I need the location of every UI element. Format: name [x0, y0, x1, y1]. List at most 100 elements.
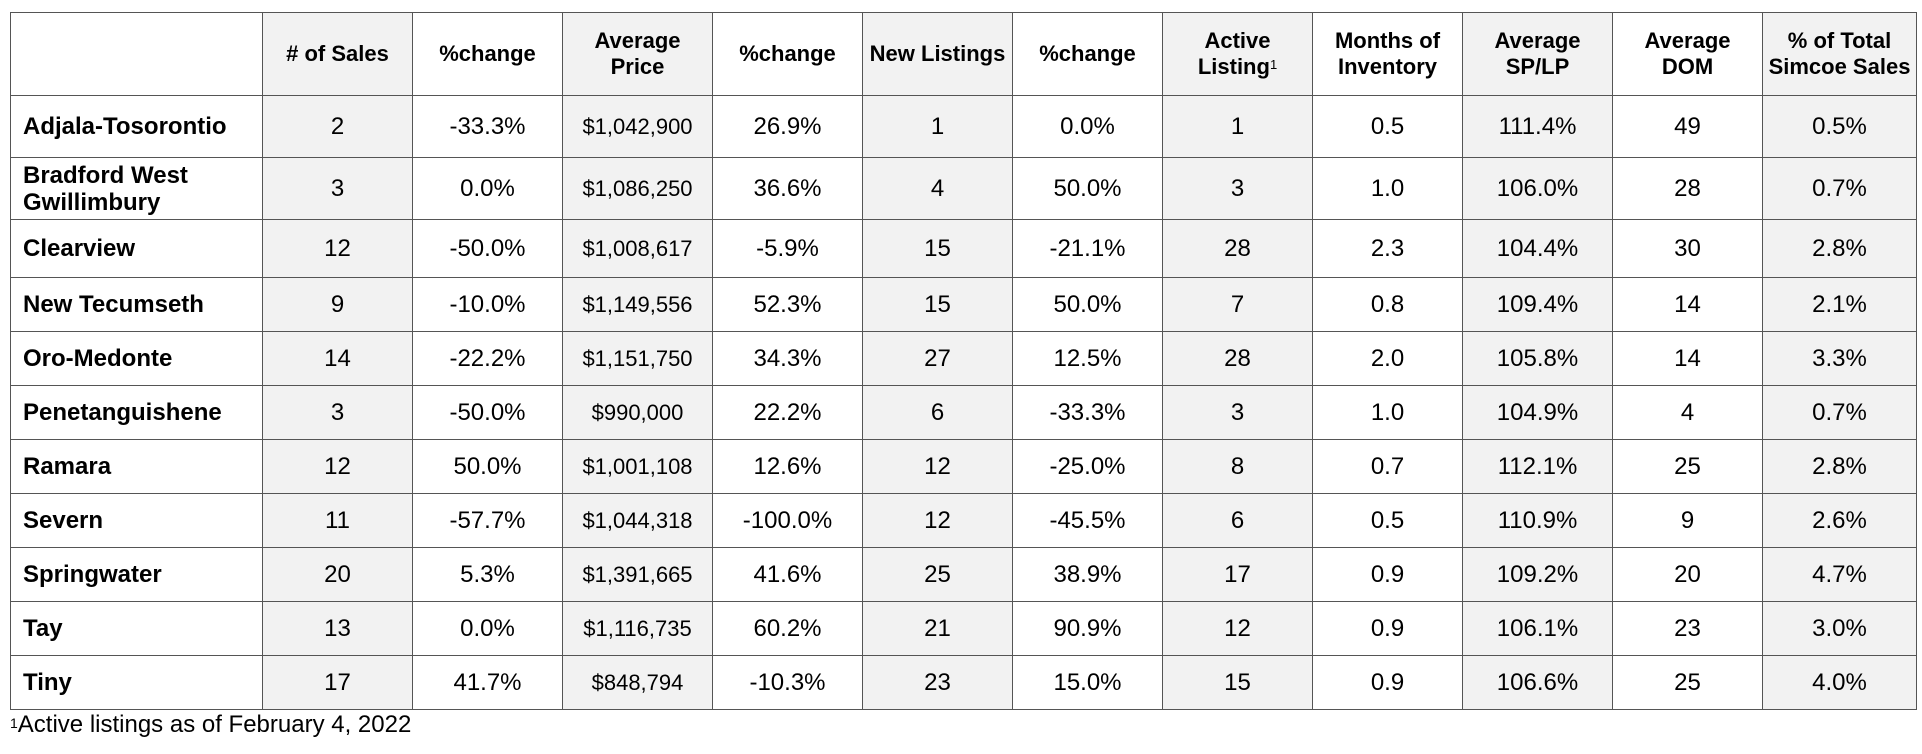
table-row: Clearview 12 -50.0% $1,008,617 -5.9% 15 -21.1%… [10, 219, 1917, 278]
cell-active-listings: 6 [1162, 493, 1313, 548]
cell-average-price: $848,794 [562, 655, 713, 710]
cell-average-dom: 14 [1612, 277, 1763, 332]
table-row: Springwater 20 5.3% $1,391,665 41.6% 25 38.9% 1… [10, 547, 1917, 602]
cell-active-listings: 3 [1162, 157, 1313, 220]
cell-pct-total-sales: 2.6% [1762, 493, 1917, 548]
cell-price-change: 12.6% [712, 439, 863, 494]
cell-listings-change: 50.0% [1012, 277, 1163, 332]
header-row: # of Sales %change Average Price %change… [10, 12, 1917, 96]
cell-average-dom: 14 [1612, 331, 1763, 386]
cell-new-listings: 6 [862, 385, 1013, 440]
cell-pct-total-sales: 4.0% [1762, 655, 1917, 710]
table-row: Severn 11 -57.7% $1,044,318 -100.0% 12 -45.5% 6… [10, 493, 1917, 548]
cell-average-dom: 49 [1612, 95, 1763, 158]
cell-price-change: 34.3% [712, 331, 863, 386]
cell-active-listings: 1 [1162, 95, 1313, 158]
header-active-listing: Active Listing1 [1162, 12, 1313, 96]
simcoe-sales-table: # of Sales %change Average Price %change… [10, 12, 1917, 710]
table-container: # of Sales %change Average Price %change… [10, 12, 1917, 710]
cell-price-change: 41.6% [712, 547, 863, 602]
cell-sales-change: 0.0% [412, 157, 563, 220]
header-average-price: Average Price [562, 12, 713, 96]
table-body: Adjala-Tosorontio 2 -33.3% $1,042,900 26.9% 1… [10, 95, 1917, 710]
cell-average-splp: 111.4% [1462, 95, 1613, 158]
cell-num-sales: 12 [262, 219, 413, 278]
cell-region-name: New Tecumseth [10, 277, 263, 332]
header-num-sales: # of Sales [262, 12, 413, 96]
cell-price-change: -10.3% [712, 655, 863, 710]
cell-region-name: Tiny [10, 655, 263, 710]
table-row: Penetanguishene 3 -50.0% $990,000 22.2% 6 -33.… [10, 385, 1917, 440]
cell-months-inventory: 0.7 [1312, 439, 1463, 494]
cell-average-splp: 112.1% [1462, 439, 1613, 494]
cell-average-price: $1,042,900 [562, 95, 713, 158]
cell-region-name: Springwater [10, 547, 263, 602]
header-average-splp: Average SP/LP [1462, 12, 1613, 96]
table-row: Oro-Medonte 14 -22.2% $1,151,750 34.3% 27 12.5… [10, 331, 1917, 386]
footnote: 1Active listings as of February 4, 2022 [10, 710, 411, 740]
cell-new-listings: 12 [862, 493, 1013, 548]
cell-months-inventory: 1.0 [1312, 157, 1463, 220]
cell-average-price: $1,086,250 [562, 157, 713, 220]
cell-new-listings: 12 [862, 439, 1013, 494]
footnote-text: Active listings as of February 4, 2022 [17, 711, 412, 738]
cell-sales-change: -50.0% [412, 219, 563, 278]
cell-average-splp: 104.4% [1462, 219, 1613, 278]
header-blank [10, 12, 263, 96]
cell-price-change: 52.3% [712, 277, 863, 332]
cell-new-listings: 1 [862, 95, 1013, 158]
header-listings-change: %change [1012, 12, 1163, 96]
cell-active-listings: 7 [1162, 277, 1313, 332]
cell-sales-change: -50.0% [412, 385, 563, 440]
cell-active-listings: 12 [1162, 601, 1313, 656]
cell-pct-total-sales: 0.5% [1762, 95, 1917, 158]
cell-active-listings: 28 [1162, 219, 1313, 278]
table-row: Bradford West Gwillimbury 3 0.0% $1,086,250… [10, 157, 1917, 220]
header-pct-total-sales: % of Total Simcoe Sales [1762, 12, 1917, 96]
cell-new-listings: 15 [862, 219, 1013, 278]
cell-average-dom: 9 [1612, 493, 1763, 548]
cell-average-dom: 28 [1612, 157, 1763, 220]
cell-average-price: $1,149,556 [562, 277, 713, 332]
cell-sales-change: -10.0% [412, 277, 563, 332]
cell-num-sales: 17 [262, 655, 413, 710]
cell-price-change: 60.2% [712, 601, 863, 656]
cell-months-inventory: 0.5 [1312, 493, 1463, 548]
header-active-listing-label: Active Listing [1197, 28, 1271, 79]
cell-num-sales: 3 [262, 157, 413, 220]
cell-pct-total-sales: 4.7% [1762, 547, 1917, 602]
cell-pct-total-sales: 2.1% [1762, 277, 1917, 332]
cell-pct-total-sales: 2.8% [1762, 439, 1917, 494]
cell-months-inventory: 0.9 [1312, 601, 1463, 656]
cell-months-inventory: 0.9 [1312, 547, 1463, 602]
cell-num-sales: 12 [262, 439, 413, 494]
cell-num-sales: 9 [262, 277, 413, 332]
cell-average-dom: 20 [1612, 547, 1763, 602]
cell-months-inventory: 2.0 [1312, 331, 1463, 386]
cell-region-name: Severn [10, 493, 263, 548]
cell-price-change: -100.0% [712, 493, 863, 548]
cell-listings-change: -21.1% [1012, 219, 1163, 278]
cell-pct-total-sales: 0.7% [1762, 157, 1917, 220]
cell-average-splp: 105.8% [1462, 331, 1613, 386]
cell-price-change: 26.9% [712, 95, 863, 158]
cell-sales-change: -22.2% [412, 331, 563, 386]
cell-average-splp: 106.6% [1462, 655, 1613, 710]
table-row: Tay 13 0.0% $1,116,735 60.2% 21 90.9% 12 0.9 106.… [10, 601, 1917, 656]
header-months-inventory: Months of Inventory [1312, 12, 1463, 96]
cell-pct-total-sales: 0.7% [1762, 385, 1917, 440]
cell-listings-change: 90.9% [1012, 601, 1163, 656]
cell-active-listings: 15 [1162, 655, 1313, 710]
cell-average-dom: 4 [1612, 385, 1763, 440]
cell-average-price: $990,000 [562, 385, 713, 440]
cell-pct-total-sales: 3.3% [1762, 331, 1917, 386]
cell-average-price: $1,116,735 [562, 601, 713, 656]
cell-months-inventory: 0.8 [1312, 277, 1463, 332]
cell-months-inventory: 0.5 [1312, 95, 1463, 158]
cell-num-sales: 11 [262, 493, 413, 548]
cell-average-splp: 110.9% [1462, 493, 1613, 548]
cell-listings-change: 38.9% [1012, 547, 1163, 602]
cell-average-price: $1,391,665 [562, 547, 713, 602]
cell-sales-change: 0.0% [412, 601, 563, 656]
cell-sales-change: -33.3% [412, 95, 563, 158]
